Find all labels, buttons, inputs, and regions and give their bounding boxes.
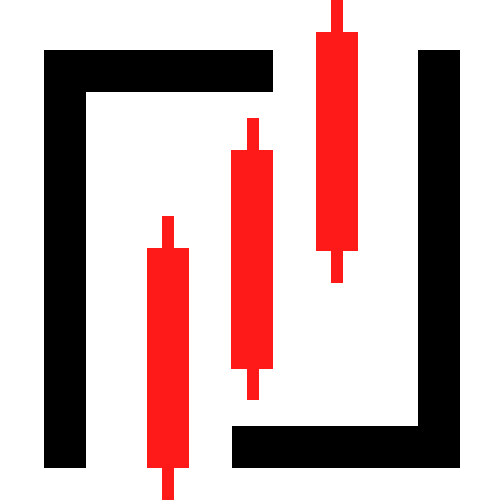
candlestick-middle: [231, 118, 273, 400]
candlestick-left-body: [147, 248, 189, 468]
frame-right-bracket-bottom: [232, 426, 460, 468]
frame-right-bracket-side: [418, 50, 460, 468]
frame-right-bracket: [232, 50, 460, 468]
frame-left-bracket-side: [44, 50, 86, 468]
candlestick-right: [316, 0, 358, 283]
candlestick-right-body: [316, 32, 358, 251]
frame-left-bracket: [44, 50, 273, 468]
candlestick-left: [147, 216, 189, 500]
candlestick-middle-body: [231, 150, 273, 369]
